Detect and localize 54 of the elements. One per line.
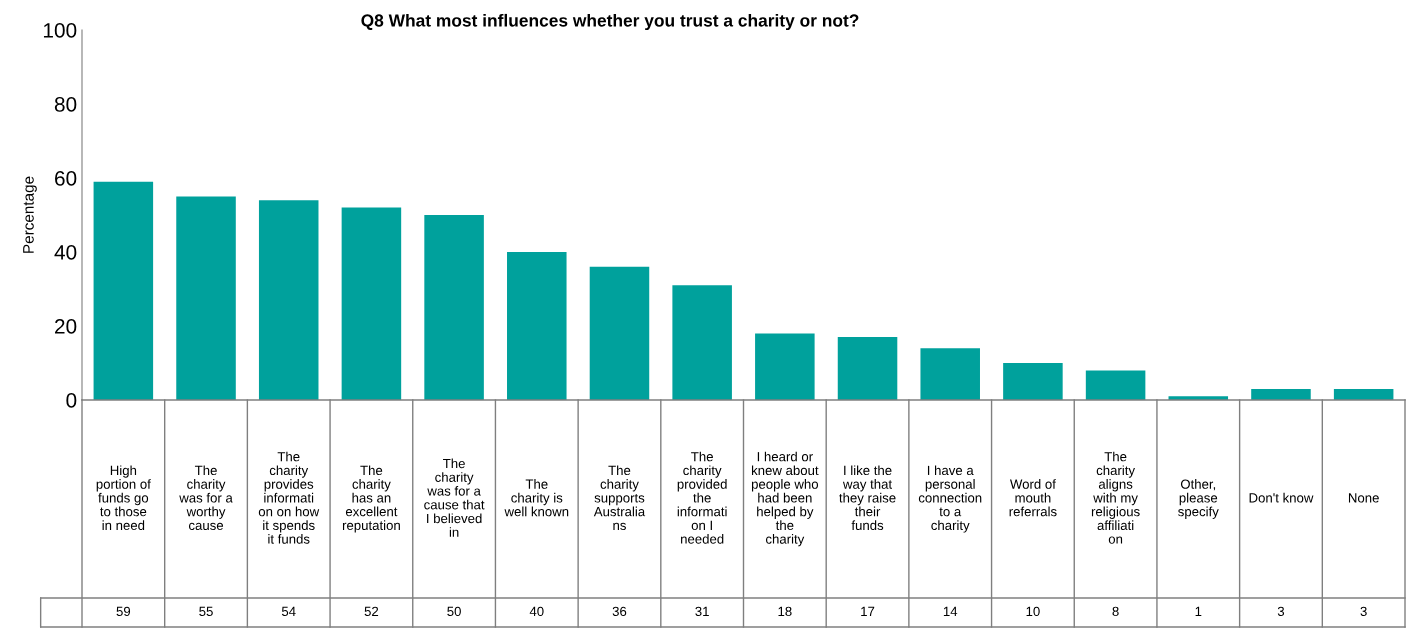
x-tick-label: The charity has an excellent reputation [342, 465, 400, 533]
x-tick-label: Don't know [1249, 492, 1314, 503]
data-label: 31 [695, 606, 709, 617]
x-tick-label: The charity aligns with my religious affiliation [1091, 451, 1140, 544]
data-label: 52 [364, 606, 379, 617]
data-label: 3 [1277, 606, 1285, 617]
x-tick-label: I like the way that they raise their funds [839, 465, 896, 531]
x-tick-label: Word of mouth referrals [1009, 479, 1057, 517]
bar [1085, 370, 1146, 400]
data-label: 1 [1195, 606, 1202, 616]
x-tick-label: The charity provides information on how it spends it funds [258, 451, 320, 544]
bar [1251, 388, 1311, 400]
bar [424, 215, 484, 400]
bar [589, 266, 650, 400]
data-label: 40 [529, 606, 544, 617]
data-label: 14 [943, 606, 958, 616]
data-label: 3 [1360, 606, 1367, 617]
y-tick-label: 80 [54, 97, 77, 112]
data-label: 55 [199, 606, 213, 617]
data-label: 18 [778, 606, 792, 617]
data-label: 17 [861, 606, 875, 616]
bar [93, 181, 154, 400]
y-tick-label: 100 [43, 23, 77, 38]
x-tick-label: Other, please specify [1178, 479, 1219, 519]
x-tick-label: The charity supports Australians [593, 465, 646, 531]
x-tick-label: None [1348, 493, 1379, 503]
y-tick-label: 40 [54, 245, 77, 260]
data-label: 10 [1026, 606, 1040, 617]
bar [341, 207, 402, 400]
data-label: 50 [447, 606, 461, 617]
x-tick-label: I heard or knew about people who had been helped by the charity [751, 451, 819, 547]
bar [920, 348, 980, 400]
x-tick-label: High portion of funds go to those in need [96, 465, 151, 531]
bar [507, 252, 567, 400]
x-tick-label: The charity provided the information I needed [677, 451, 727, 544]
data-label: 8 [1112, 606, 1119, 617]
bar [176, 196, 236, 400]
data-label: 36 [612, 606, 627, 617]
bar [755, 333, 815, 400]
chart-title: Q8 What most influences whether you trust a charity or not? [361, 13, 859, 31]
x-tick-label: I have a personal connection to a charity [918, 465, 982, 533]
bar [1003, 363, 1063, 400]
x-tick-label: The charity was for a cause that I believed in [424, 458, 485, 537]
bar [258, 200, 319, 400]
y-tick-label: 0 [66, 393, 77, 408]
x-tick-label: The charity is well known [504, 479, 569, 517]
y-axis-title: Percentage [23, 176, 37, 253]
x-tick-label: The charity was for a worthy cause [179, 465, 233, 531]
data-label: 54 [281, 606, 296, 617]
y-tick-label: 20 [55, 319, 77, 334]
y-tick-label: 60 [55, 171, 77, 186]
bar [837, 337, 898, 400]
data-label: 59 [116, 606, 131, 617]
bar [672, 285, 732, 400]
